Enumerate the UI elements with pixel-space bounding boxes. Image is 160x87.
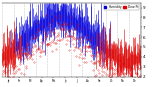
- Legend: Humidity, Dew Pt: Humidity, Dew Pt: [104, 4, 139, 10]
